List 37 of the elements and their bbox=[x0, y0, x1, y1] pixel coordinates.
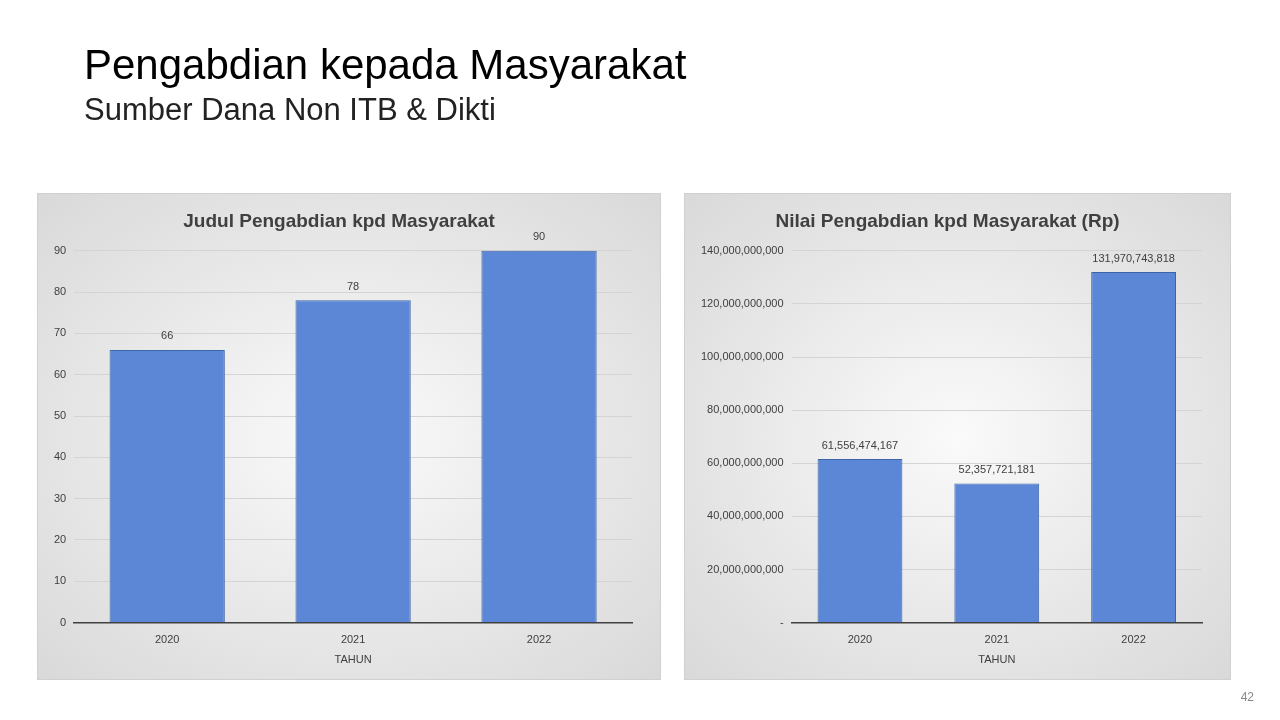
x-axis-title: TAHUN bbox=[334, 653, 372, 666]
data-label: 61,556,474,167 bbox=[821, 438, 899, 451]
data-label: 131,970,743,818 bbox=[1092, 251, 1175, 264]
y-tick-label: - bbox=[779, 615, 784, 628]
y-tick-label: 100,000,000,000 bbox=[700, 350, 784, 363]
data-label: 52,357,721,181 bbox=[958, 463, 1036, 476]
data-label: 90 bbox=[532, 230, 546, 243]
y-tick-label: 80 bbox=[53, 285, 67, 298]
y-tick-label: 40,000,000,000 bbox=[707, 509, 784, 522]
chart-title: Judul Pengabdian kpd Masyarakat bbox=[183, 209, 496, 231]
x-tick-label: 2020 bbox=[847, 633, 873, 646]
text: 42 bbox=[1240, 690, 1254, 704]
x-tick-label: 2021 bbox=[340, 633, 366, 646]
y-tick-label: 60,000,000,000 bbox=[707, 456, 784, 469]
y-tick-label: 50 bbox=[53, 409, 67, 422]
y-tick-label: 80,000,000,000 bbox=[707, 403, 784, 416]
y-tick-label: 90 bbox=[53, 243, 67, 256]
y-tick-label: 10 bbox=[53, 574, 67, 587]
y-tick-label: 0 bbox=[60, 615, 67, 628]
y-tick-label: 20,000,000,000 bbox=[707, 562, 784, 575]
data-label: 78 bbox=[346, 279, 360, 292]
chart-title: Nilai Pengabdian kpd Masyarakat (Rp) bbox=[775, 209, 1120, 231]
y-tick-label: 70 bbox=[53, 326, 67, 339]
x-tick-label: 2020 bbox=[154, 633, 180, 646]
x-tick-label: 2021 bbox=[984, 633, 1010, 646]
text: Pengabdian kepada Masyarakat bbox=[84, 40, 687, 90]
data-label: 66 bbox=[161, 329, 174, 342]
x-tick-label: 2022 bbox=[1121, 633, 1146, 646]
y-tick-label: 30 bbox=[53, 491, 67, 504]
y-tick-label: 120,000,000,000 bbox=[700, 296, 784, 309]
x-axis-title: TAHUN bbox=[978, 653, 1016, 666]
text: Sumber Dana Non ITB & Dikti bbox=[84, 91, 497, 129]
x-tick-label: 2022 bbox=[526, 633, 552, 646]
y-tick-label: 40 bbox=[53, 450, 67, 463]
y-tick-label: 20 bbox=[53, 533, 67, 546]
y-tick-label: 60 bbox=[53, 367, 67, 380]
y-tick-label: 140,000,000,000 bbox=[700, 243, 784, 256]
